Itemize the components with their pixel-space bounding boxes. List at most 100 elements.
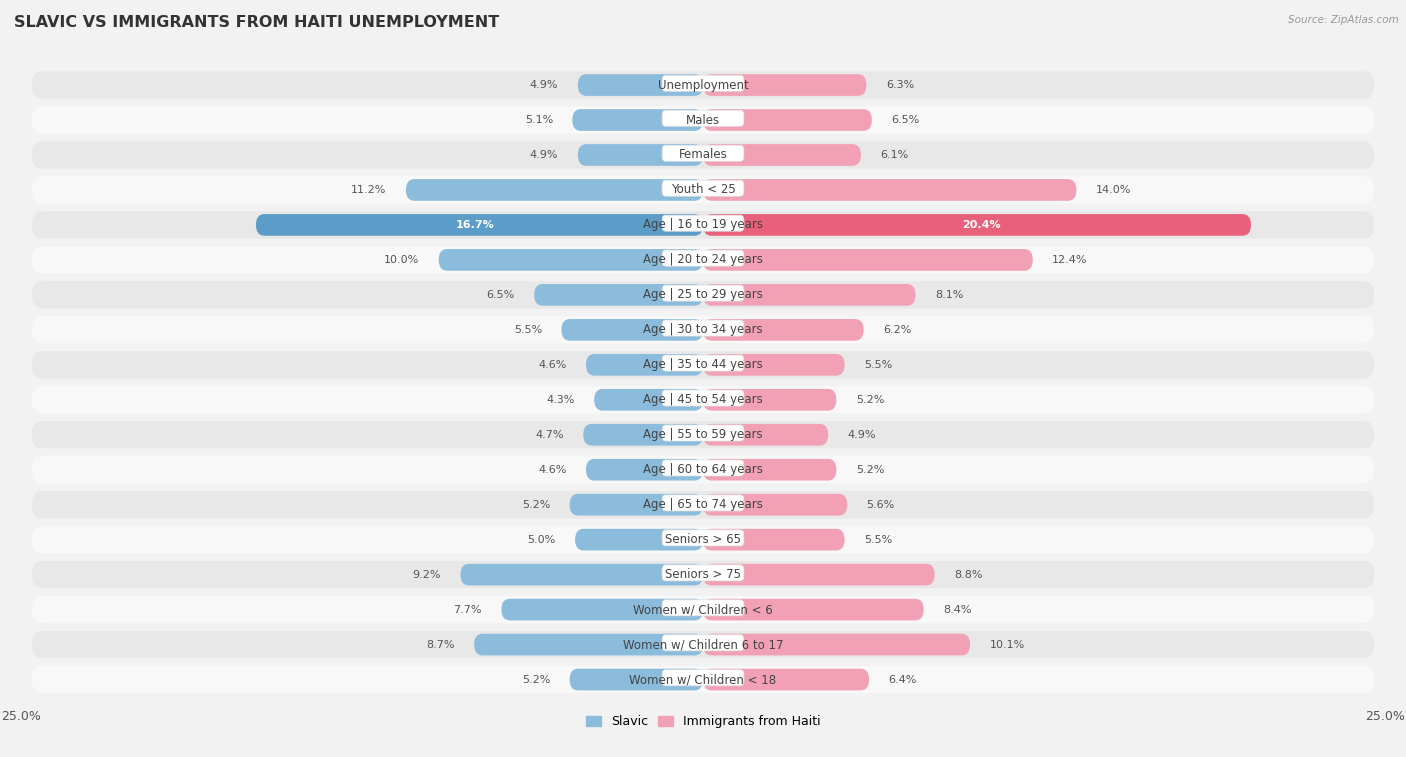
Text: 4.6%: 4.6% [538,465,567,475]
FancyBboxPatch shape [662,145,744,161]
FancyBboxPatch shape [662,320,744,336]
FancyBboxPatch shape [502,599,703,621]
FancyBboxPatch shape [703,459,837,481]
FancyBboxPatch shape [662,495,744,511]
FancyBboxPatch shape [595,389,703,410]
Legend: Slavic, Immigrants from Haiti: Slavic, Immigrants from Haiti [581,710,825,733]
Text: Seniors > 65: Seniors > 65 [665,533,741,546]
Text: 8.7%: 8.7% [426,640,454,650]
Text: Unemployment: Unemployment [658,79,748,92]
Text: Females: Females [679,148,727,161]
FancyBboxPatch shape [32,107,1374,134]
Text: 5.5%: 5.5% [863,534,893,544]
Text: Age | 60 to 64 years: Age | 60 to 64 years [643,463,763,476]
FancyBboxPatch shape [662,390,744,406]
FancyBboxPatch shape [406,179,703,201]
Text: 11.2%: 11.2% [352,185,387,195]
FancyBboxPatch shape [578,74,703,96]
FancyBboxPatch shape [703,144,860,166]
FancyBboxPatch shape [703,319,863,341]
Text: Age | 45 to 54 years: Age | 45 to 54 years [643,394,763,407]
Text: 4.9%: 4.9% [848,430,876,440]
Text: 5.5%: 5.5% [513,325,543,335]
FancyBboxPatch shape [703,424,828,446]
Text: 8.4%: 8.4% [943,605,972,615]
Text: Age | 25 to 29 years: Age | 25 to 29 years [643,288,763,301]
FancyBboxPatch shape [662,75,744,92]
FancyBboxPatch shape [32,526,1374,553]
FancyBboxPatch shape [474,634,703,656]
FancyBboxPatch shape [662,565,744,581]
FancyBboxPatch shape [703,284,915,306]
Text: Age | 20 to 24 years: Age | 20 to 24 years [643,254,763,266]
FancyBboxPatch shape [572,109,703,131]
FancyBboxPatch shape [662,600,744,616]
FancyBboxPatch shape [662,250,744,266]
FancyBboxPatch shape [32,421,1374,448]
FancyBboxPatch shape [662,635,744,651]
FancyBboxPatch shape [32,666,1374,693]
Text: 8.1%: 8.1% [935,290,963,300]
FancyBboxPatch shape [662,180,744,196]
Text: 5.0%: 5.0% [527,534,555,544]
FancyBboxPatch shape [461,564,703,585]
Text: SLAVIC VS IMMIGRANTS FROM HAITI UNEMPLOYMENT: SLAVIC VS IMMIGRANTS FROM HAITI UNEMPLOY… [14,15,499,30]
FancyBboxPatch shape [703,599,924,621]
FancyBboxPatch shape [32,631,1374,658]
Text: Youth < 25: Youth < 25 [671,183,735,197]
Text: Age | 16 to 19 years: Age | 16 to 19 years [643,219,763,232]
Text: 4.9%: 4.9% [530,150,558,160]
FancyBboxPatch shape [662,425,744,441]
FancyBboxPatch shape [32,281,1374,309]
FancyBboxPatch shape [662,215,744,231]
Text: 6.2%: 6.2% [883,325,911,335]
FancyBboxPatch shape [256,214,703,235]
FancyBboxPatch shape [703,529,845,550]
FancyBboxPatch shape [662,460,744,476]
Text: 12.4%: 12.4% [1052,255,1088,265]
FancyBboxPatch shape [703,179,1077,201]
Text: 5.6%: 5.6% [866,500,894,509]
FancyBboxPatch shape [703,668,869,690]
Text: 20.4%: 20.4% [962,220,1001,230]
FancyBboxPatch shape [662,355,744,371]
Text: Women w/ Children < 18: Women w/ Children < 18 [630,673,776,686]
Text: 6.5%: 6.5% [486,290,515,300]
FancyBboxPatch shape [662,530,744,546]
Text: 6.4%: 6.4% [889,674,917,684]
FancyBboxPatch shape [583,424,703,446]
Text: 5.2%: 5.2% [522,674,550,684]
FancyBboxPatch shape [32,351,1374,378]
FancyBboxPatch shape [32,142,1374,169]
Text: Age | 35 to 44 years: Age | 35 to 44 years [643,358,763,371]
FancyBboxPatch shape [586,354,703,375]
FancyBboxPatch shape [703,109,872,131]
FancyBboxPatch shape [561,319,703,341]
Text: 5.2%: 5.2% [856,394,884,405]
Text: 5.2%: 5.2% [856,465,884,475]
FancyBboxPatch shape [32,316,1374,344]
FancyBboxPatch shape [32,491,1374,519]
FancyBboxPatch shape [439,249,703,271]
FancyBboxPatch shape [32,386,1374,413]
Text: Women w/ Children 6 to 17: Women w/ Children 6 to 17 [623,638,783,651]
Text: 6.5%: 6.5% [891,115,920,125]
Text: 4.3%: 4.3% [547,394,575,405]
FancyBboxPatch shape [32,456,1374,484]
FancyBboxPatch shape [32,246,1374,273]
Text: Source: ZipAtlas.com: Source: ZipAtlas.com [1288,15,1399,25]
Text: Age | 55 to 59 years: Age | 55 to 59 years [643,428,763,441]
Text: 16.7%: 16.7% [456,220,495,230]
FancyBboxPatch shape [703,354,845,375]
Text: 4.9%: 4.9% [530,80,558,90]
Text: Age | 30 to 34 years: Age | 30 to 34 years [643,323,763,336]
FancyBboxPatch shape [703,74,866,96]
FancyBboxPatch shape [32,211,1374,238]
FancyBboxPatch shape [569,668,703,690]
FancyBboxPatch shape [703,389,837,410]
FancyBboxPatch shape [32,561,1374,588]
Text: 5.5%: 5.5% [863,360,893,370]
Text: 4.7%: 4.7% [536,430,564,440]
Text: 6.3%: 6.3% [886,80,914,90]
Text: 14.0%: 14.0% [1095,185,1132,195]
